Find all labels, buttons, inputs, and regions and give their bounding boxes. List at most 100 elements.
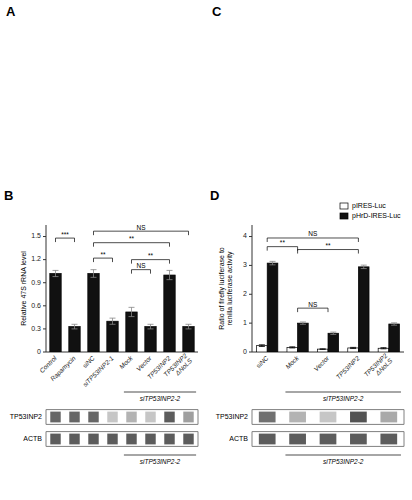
y-tick	[249, 352, 252, 353]
bar	[164, 275, 175, 352]
blot-band	[145, 434, 155, 445]
error-bar	[289, 347, 295, 348]
blot-frame	[252, 410, 404, 424]
panel-label: D	[210, 188, 219, 203]
error-bar	[259, 345, 265, 347]
panel-label: C	[212, 4, 222, 19]
y-tick	[43, 352, 46, 353]
blot-band	[259, 434, 276, 445]
x-tick-label-line: Rapamycin	[49, 354, 78, 383]
bar	[328, 333, 339, 352]
error-bar	[72, 324, 78, 329]
plot-marks	[50, 270, 194, 352]
bar	[126, 312, 137, 352]
y-tick	[43, 282, 46, 283]
error-bar	[167, 270, 173, 279]
significance-bracket	[298, 308, 328, 312]
group-label: siTP53INP2-2	[323, 395, 364, 402]
blot-band	[183, 412, 193, 423]
x-tick-label-line: siNC	[255, 354, 270, 369]
bar	[257, 346, 268, 352]
y-tick-label: 1.5	[31, 232, 41, 239]
bar	[145, 327, 156, 352]
legend-label: pHrD-IRES-Luc	[352, 212, 401, 220]
x-tick-label-line: Mock	[118, 354, 134, 370]
group-label: siTP53INP2-2	[140, 395, 181, 402]
y-tick-label: 0	[243, 348, 247, 355]
x-tick-label: TP53INP2ΔNoLS	[362, 351, 394, 383]
y-tick-label: 0.6	[31, 302, 41, 309]
bar	[88, 273, 99, 352]
legend-label: pIRES-Luc	[352, 202, 386, 210]
y-label: Relative 47S rRNA level	[20, 251, 27, 326]
significance-label: **	[148, 252, 154, 259]
plot-marks	[257, 261, 400, 352]
blot-band	[289, 434, 306, 445]
x-tick-label: Vector	[312, 354, 331, 373]
error-bar	[300, 322, 306, 324]
blot-band	[88, 412, 98, 423]
y-tick	[249, 236, 252, 237]
blot-band	[164, 412, 174, 423]
significance-bracket	[132, 270, 151, 274]
y-tick-label: 2	[243, 290, 247, 297]
error-bar	[361, 265, 367, 268]
error-bar	[380, 348, 386, 349]
blot-band	[50, 412, 60, 423]
x-tick-label: siNC	[81, 354, 96, 369]
significance-label: **	[100, 251, 106, 258]
blot-label: ACTB	[23, 435, 42, 442]
error-bar	[270, 261, 276, 264]
x-tick-label: siTP53INP2-1	[81, 354, 115, 388]
y-tick	[43, 236, 46, 237]
y-label: renilla luciferase activity	[226, 251, 234, 325]
y-label-group: Relative 47S rRNA level	[20, 251, 27, 326]
significance-bracket	[298, 250, 359, 254]
y-tick	[249, 323, 252, 324]
blot-band	[69, 412, 79, 423]
y-tick	[249, 294, 252, 295]
significance-bracket	[94, 258, 113, 262]
group-line	[285, 392, 401, 393]
x-tick-label-line: Mock	[284, 354, 300, 370]
group-line	[285, 455, 401, 456]
x-tick-label-line: TP53INP2	[335, 354, 361, 380]
blot-band	[380, 412, 397, 423]
bar	[107, 321, 118, 352]
blot-band	[289, 412, 306, 423]
error-bar	[320, 348, 326, 350]
legend-swatch	[340, 213, 348, 219]
blot-label: TP53INP2	[216, 413, 248, 420]
significance-bracket	[94, 243, 170, 247]
y-tick-label: 1	[243, 319, 247, 326]
error-bar	[110, 318, 116, 324]
blot-band	[88, 434, 98, 445]
error-bar	[330, 332, 336, 334]
error-bar	[129, 307, 135, 316]
x-tick-label: Mock	[284, 354, 300, 370]
error-bar	[186, 324, 192, 329]
y-tick	[43, 328, 46, 329]
significance-label: NS	[308, 301, 318, 308]
significance-label: ***	[61, 231, 69, 238]
y-tick-label: 0.9	[31, 279, 41, 286]
bar	[348, 348, 359, 352]
group-line	[124, 392, 196, 393]
blot-band	[183, 434, 193, 445]
significance-label: **	[325, 242, 331, 249]
blot-band	[164, 434, 174, 445]
blot-band	[350, 412, 367, 423]
y-label: Ratio of firefly luciferase to	[218, 247, 226, 330]
x-tick-label-line: Vector	[312, 354, 331, 373]
significance-bracket	[267, 247, 297, 251]
significance-bracket	[94, 231, 189, 235]
x-tick-label: siNC	[255, 354, 270, 369]
group-label: siTP53INP2-2	[323, 458, 364, 465]
y-tick-label: 4	[243, 232, 247, 239]
blot-band	[320, 412, 337, 423]
significance-bracket	[56, 238, 75, 242]
blot-frame	[46, 432, 198, 446]
significance-label: NS	[136, 224, 146, 231]
x-tick-label: TP53INP2	[335, 354, 361, 380]
error-bar	[91, 270, 97, 278]
